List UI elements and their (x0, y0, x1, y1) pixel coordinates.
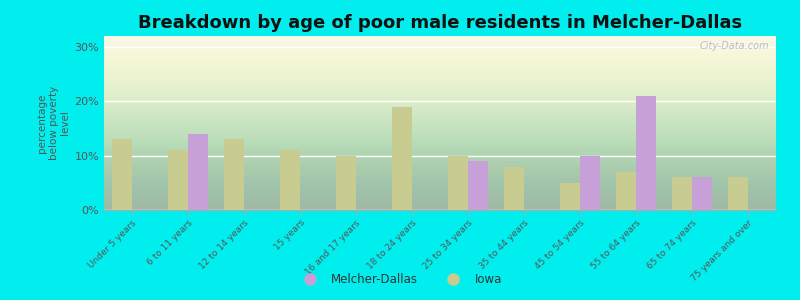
Bar (636, 96, 656, 210)
Bar (728, 177, 748, 210)
Bar (505, 167, 524, 210)
Bar (468, 161, 487, 210)
Bar (393, 107, 412, 210)
Bar (188, 134, 208, 210)
Title: Breakdown by age of poor male residents in Melcher-Dallas: Breakdown by age of poor male residents … (138, 14, 742, 32)
Legend: Melcher-Dallas, Iowa: Melcher-Dallas, Iowa (294, 269, 506, 291)
Bar (672, 177, 692, 210)
Bar (112, 139, 132, 210)
Bar (224, 139, 244, 210)
Bar (337, 156, 356, 210)
Y-axis label: percentage
below poverty
level: percentage below poverty level (37, 86, 70, 160)
Bar (281, 150, 300, 210)
Bar (580, 156, 600, 210)
Bar (692, 177, 712, 210)
Text: City-Data.com: City-Data.com (700, 41, 770, 51)
Bar (561, 183, 580, 210)
Bar (616, 172, 636, 210)
Bar (169, 150, 188, 210)
Bar (449, 156, 468, 210)
